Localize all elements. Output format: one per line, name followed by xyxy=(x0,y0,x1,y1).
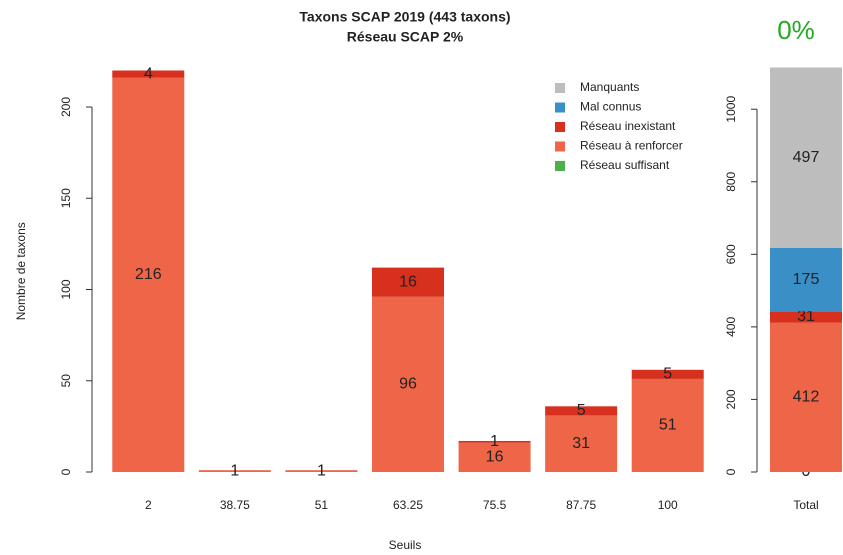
data-label: 497 xyxy=(793,149,820,166)
y-tick-label: 100 xyxy=(59,279,73,299)
bar-segment xyxy=(631,378,704,472)
x-tick-label: 75.5 xyxy=(483,498,507,512)
legend-label: Réseau à renforcer xyxy=(580,139,683,153)
data-label: 5 xyxy=(577,402,586,419)
x-tick-label: 100 xyxy=(658,498,678,512)
legend-swatch xyxy=(555,122,565,132)
y-tick-label: 0 xyxy=(59,468,73,475)
chart-title: 0% xyxy=(777,15,815,45)
legend-swatch xyxy=(555,141,565,152)
legend-label: Réseau inexistant xyxy=(580,119,676,133)
data-label: 1 xyxy=(317,462,326,479)
x-tick-label: Total xyxy=(793,498,818,512)
legend-swatch xyxy=(555,161,565,171)
data-label: 16 xyxy=(486,449,504,466)
data-label: 31 xyxy=(797,308,815,325)
chart-subtitle: Réseau SCAP 2% xyxy=(347,29,464,45)
x-tick-label: 87.75 xyxy=(566,498,596,512)
bar-segment xyxy=(372,267,444,297)
legend-swatch xyxy=(555,102,565,113)
y-tick-label: 800 xyxy=(724,171,738,191)
bar-segment xyxy=(770,247,842,312)
bar-segment xyxy=(112,70,185,78)
y-tick-label: 0 xyxy=(724,468,738,475)
y-tick-label: 50 xyxy=(59,374,73,388)
legend-swatch xyxy=(555,83,565,93)
bar-segment xyxy=(112,77,185,473)
x-axis-label: Seuils xyxy=(389,538,422,552)
data-label: 4 xyxy=(144,65,153,82)
data-label: 31 xyxy=(572,435,590,452)
bar-segment xyxy=(285,470,358,472)
y-tick-label: 200 xyxy=(724,389,738,409)
y-tick-label: 600 xyxy=(724,244,738,264)
bar-segment xyxy=(545,406,618,416)
data-label: 216 xyxy=(135,266,162,283)
data-label: 5 xyxy=(663,366,672,383)
bar-segment xyxy=(372,296,444,472)
data-label: 175 xyxy=(793,271,820,288)
bar-segment xyxy=(458,442,531,472)
legend-label: Réseau suffisant xyxy=(580,158,670,172)
y-axis-label: Nombre de taxons xyxy=(14,222,28,320)
x-tick-label: 63.25 xyxy=(393,498,423,512)
x-tick-label: 51 xyxy=(315,498,329,512)
data-label: 1 xyxy=(490,433,499,450)
y-tick-label: 400 xyxy=(724,317,738,337)
y-tick-label: 1000 xyxy=(724,96,738,123)
legend-label: Manquants xyxy=(580,80,639,94)
data-label: 16 xyxy=(399,273,417,290)
bar-segment xyxy=(770,67,842,248)
bar-segment xyxy=(458,440,531,443)
data-label: 51 xyxy=(659,417,677,434)
x-tick-label: 38.75 xyxy=(220,498,250,512)
legend-label: Mal connus xyxy=(580,100,641,114)
bar-segment xyxy=(770,311,842,323)
y-tick-label: 200 xyxy=(59,97,73,117)
chart-title: Taxons SCAP 2019 (443 taxons) xyxy=(299,9,510,25)
bar-segment xyxy=(631,369,704,379)
bar-segment xyxy=(198,470,271,472)
data-label: 1 xyxy=(230,462,239,479)
data-label: 412 xyxy=(793,388,820,405)
x-tick-label: 2 xyxy=(145,498,152,512)
y-tick-label: 150 xyxy=(59,188,73,208)
bar-segment xyxy=(545,415,618,472)
data-label: 96 xyxy=(399,376,417,393)
bar-segment xyxy=(770,322,842,472)
